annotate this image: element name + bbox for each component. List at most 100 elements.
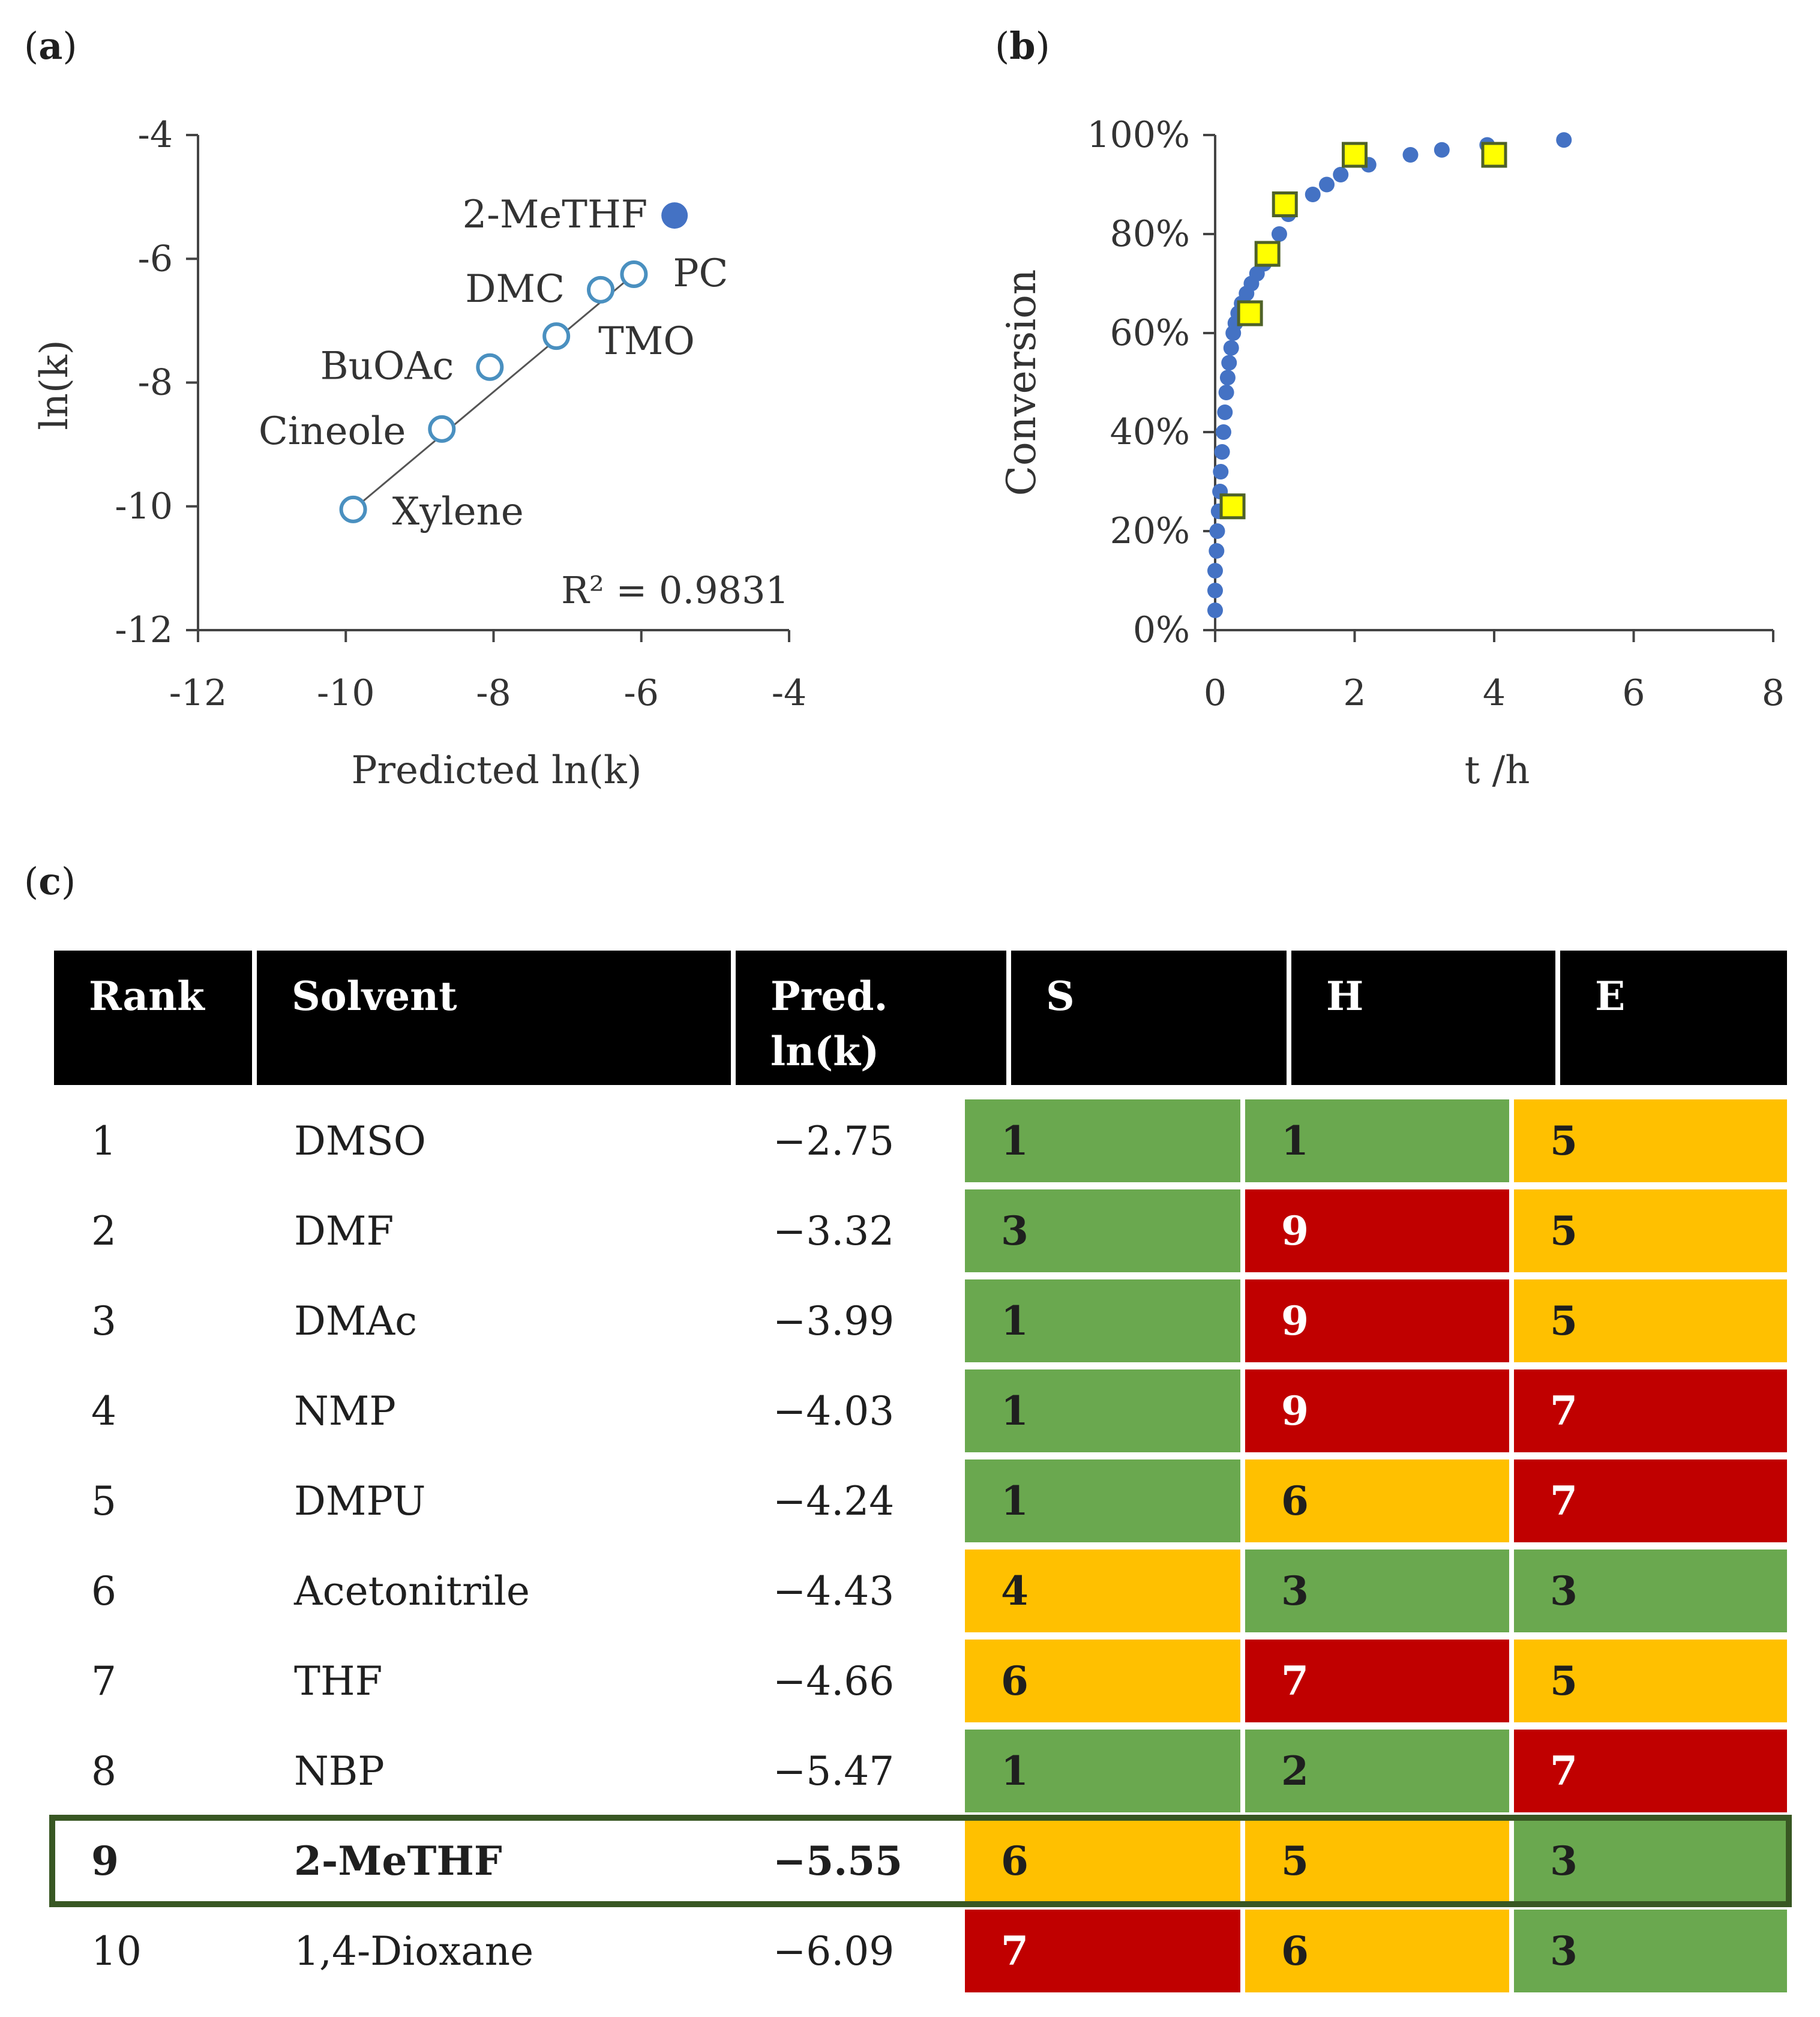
pred-lnk-cell: −3.99	[773, 1297, 895, 1344]
table-row: 10 1,4-Dioxane −6.09 7 6 3	[54, 1910, 1787, 1992]
x-tick-label: 8	[1762, 672, 1785, 714]
chart-b-conversion-vs-time: 100% 80% 60% 40% 20% 0% 0 2 4 6 8 t /h Conversion	[999, 114, 1785, 793]
solvent-cell: NBP	[294, 1748, 385, 1794]
rank-cell: 9	[91, 1838, 119, 1884]
h-score-cell: 6	[1245, 1459, 1509, 1542]
y-tick-label: 0%	[1133, 609, 1190, 651]
y-tick-label: -6	[138, 238, 173, 280]
chart-a-lnk-vs-predicted: -4 -6 -8 -10 -12 -12 -10 -8 -6 -4 Predicted ln(k) l…	[32, 114, 806, 793]
solvent-cell: DMAc	[294, 1297, 418, 1344]
pred-lnk-cell: −5.47	[773, 1748, 895, 1794]
pred-lnk-cell: −4.43	[773, 1568, 895, 1614]
h-score-cell: 7	[1245, 1640, 1509, 1722]
x-tick-label: -6	[624, 672, 659, 714]
s-score-cell: 1	[965, 1730, 1240, 1812]
data-point-predicted-2-methf	[661, 202, 688, 229]
point-label-dmc: DMC	[465, 267, 565, 311]
data-point-sampled	[1481, 142, 1507, 168]
pred-lnk-cell: −5.55	[773, 1838, 903, 1884]
e-score-cell: 7	[1514, 1730, 1787, 1812]
data-point-conversion	[1218, 385, 1234, 400]
y-tick-label: -4	[138, 114, 173, 156]
x-tick-label: -10	[317, 672, 375, 714]
data-point-conversion	[1223, 340, 1239, 356]
solvent-cell: THF	[294, 1658, 383, 1704]
panel-label-a: (a)	[24, 24, 77, 68]
solvent-cell: 2-MeTHF	[294, 1838, 502, 1884]
table-row: 3 DMAc −3.99 1 9 5	[54, 1279, 1787, 1362]
point-label-2-methf: 2-MeTHF	[463, 193, 648, 237]
rank-cell: 8	[91, 1748, 116, 1794]
pred-lnk-cell: −4.24	[773, 1477, 895, 1524]
e-score-cell: 5	[1514, 1099, 1787, 1182]
data-point-conversion	[1271, 226, 1287, 242]
data-point-conversion	[1305, 187, 1321, 202]
data-point-xylene	[339, 495, 367, 523]
x-tick-label: -4	[772, 672, 806, 714]
data-point-conversion	[1319, 176, 1335, 193]
s-score-cell: 6	[965, 1820, 1240, 1902]
header-h: H	[1291, 951, 1555, 1085]
header-e: E	[1560, 951, 1787, 1085]
table-row: 1 DMSO −2.75 1 1 5	[54, 1099, 1787, 1182]
table-row: 5 DMPU −4.24 1 6 7	[54, 1459, 1787, 1542]
header-solvent: Solvent	[257, 951, 731, 1085]
x-tick-label: -8	[476, 672, 511, 714]
pred-lnk-cell: −2.75	[773, 1117, 895, 1164]
table-row: 6 Acetonitrile −4.43 4 3 3	[54, 1550, 1787, 1632]
s-score-cell: 4	[965, 1550, 1240, 1632]
data-point-conversion	[1215, 424, 1231, 440]
rank-cell: 5	[91, 1477, 116, 1524]
h-score-cell: 9	[1245, 1189, 1509, 1272]
trendline	[352, 273, 635, 511]
e-score-cell: 7	[1514, 1459, 1787, 1542]
data-point-conversion	[1333, 167, 1349, 182]
h-score-cell: 6	[1245, 1910, 1509, 1992]
rank-cell: 3	[91, 1297, 116, 1344]
x-tick-label: 4	[1483, 672, 1506, 714]
point-label-xylene: Xylene	[392, 490, 524, 534]
y-tick-label: -10	[115, 485, 173, 528]
h-score-cell: 1	[1245, 1099, 1509, 1182]
solvent-cell: DMSO	[294, 1117, 426, 1164]
data-point-conversion	[1217, 404, 1233, 420]
r-squared-annotation: R² = 0.9831	[561, 568, 789, 612]
e-score-cell: 5	[1514, 1279, 1787, 1362]
table-row: 4 NMP −4.03 1 9 7	[54, 1369, 1787, 1452]
data-point-sampled	[1237, 300, 1263, 326]
e-score-cell: 7	[1514, 1369, 1787, 1452]
data-point-conversion	[1207, 563, 1223, 579]
h-score-cell: 9	[1245, 1279, 1509, 1362]
data-point-conversion	[1209, 543, 1225, 559]
header-rank: Rank	[54, 951, 252, 1085]
table-row: 2 DMF −3.32 3 9 5	[54, 1189, 1787, 1272]
point-label-cineole: Cineole	[259, 409, 406, 454]
solvent-cell: NMP	[294, 1387, 396, 1434]
table-row: 9 2-MeTHF −5.55 6 5 3	[54, 1820, 1787, 1902]
y-tick-label: 20%	[1110, 510, 1190, 552]
panel-label-b: (b)	[995, 24, 1050, 68]
panel-label-c: (c)	[24, 859, 76, 903]
s-score-cell: 3	[965, 1189, 1240, 1272]
table-row: 7 THF −4.66 6 7 5	[54, 1640, 1787, 1722]
highlight-row-box	[49, 1815, 1792, 1907]
data-point-tmo	[542, 322, 571, 350]
data-point-conversion	[1213, 464, 1229, 479]
solvent-cell: Acetonitrile	[294, 1568, 530, 1614]
table-header-row: Rank Solvent Pred. ln(k) S H E	[54, 951, 1787, 1085]
data-point-conversion	[1207, 583, 1223, 598]
s-score-cell: 1	[965, 1369, 1240, 1452]
y-tick-label: 60%	[1110, 312, 1190, 354]
x-tick-label: 0	[1204, 672, 1227, 714]
y-axis-title: ln(k)	[32, 340, 77, 430]
data-point-conversion	[1556, 132, 1572, 148]
x-tick-label: 6	[1622, 672, 1645, 714]
y-tick-label: -12	[115, 609, 173, 651]
solvent-ranking-table: Rank Solvent Pred. ln(k) S H E 1 DMSO −2.7…	[49, 951, 1792, 1992]
e-score-cell: 5	[1514, 1189, 1787, 1272]
pred-lnk-cell: −4.03	[773, 1387, 895, 1434]
data-point-pc	[620, 260, 648, 289]
e-score-cell: 5	[1514, 1640, 1787, 1722]
data-point-conversion	[1209, 523, 1225, 539]
pred-lnk-cell: −3.32	[773, 1207, 895, 1254]
